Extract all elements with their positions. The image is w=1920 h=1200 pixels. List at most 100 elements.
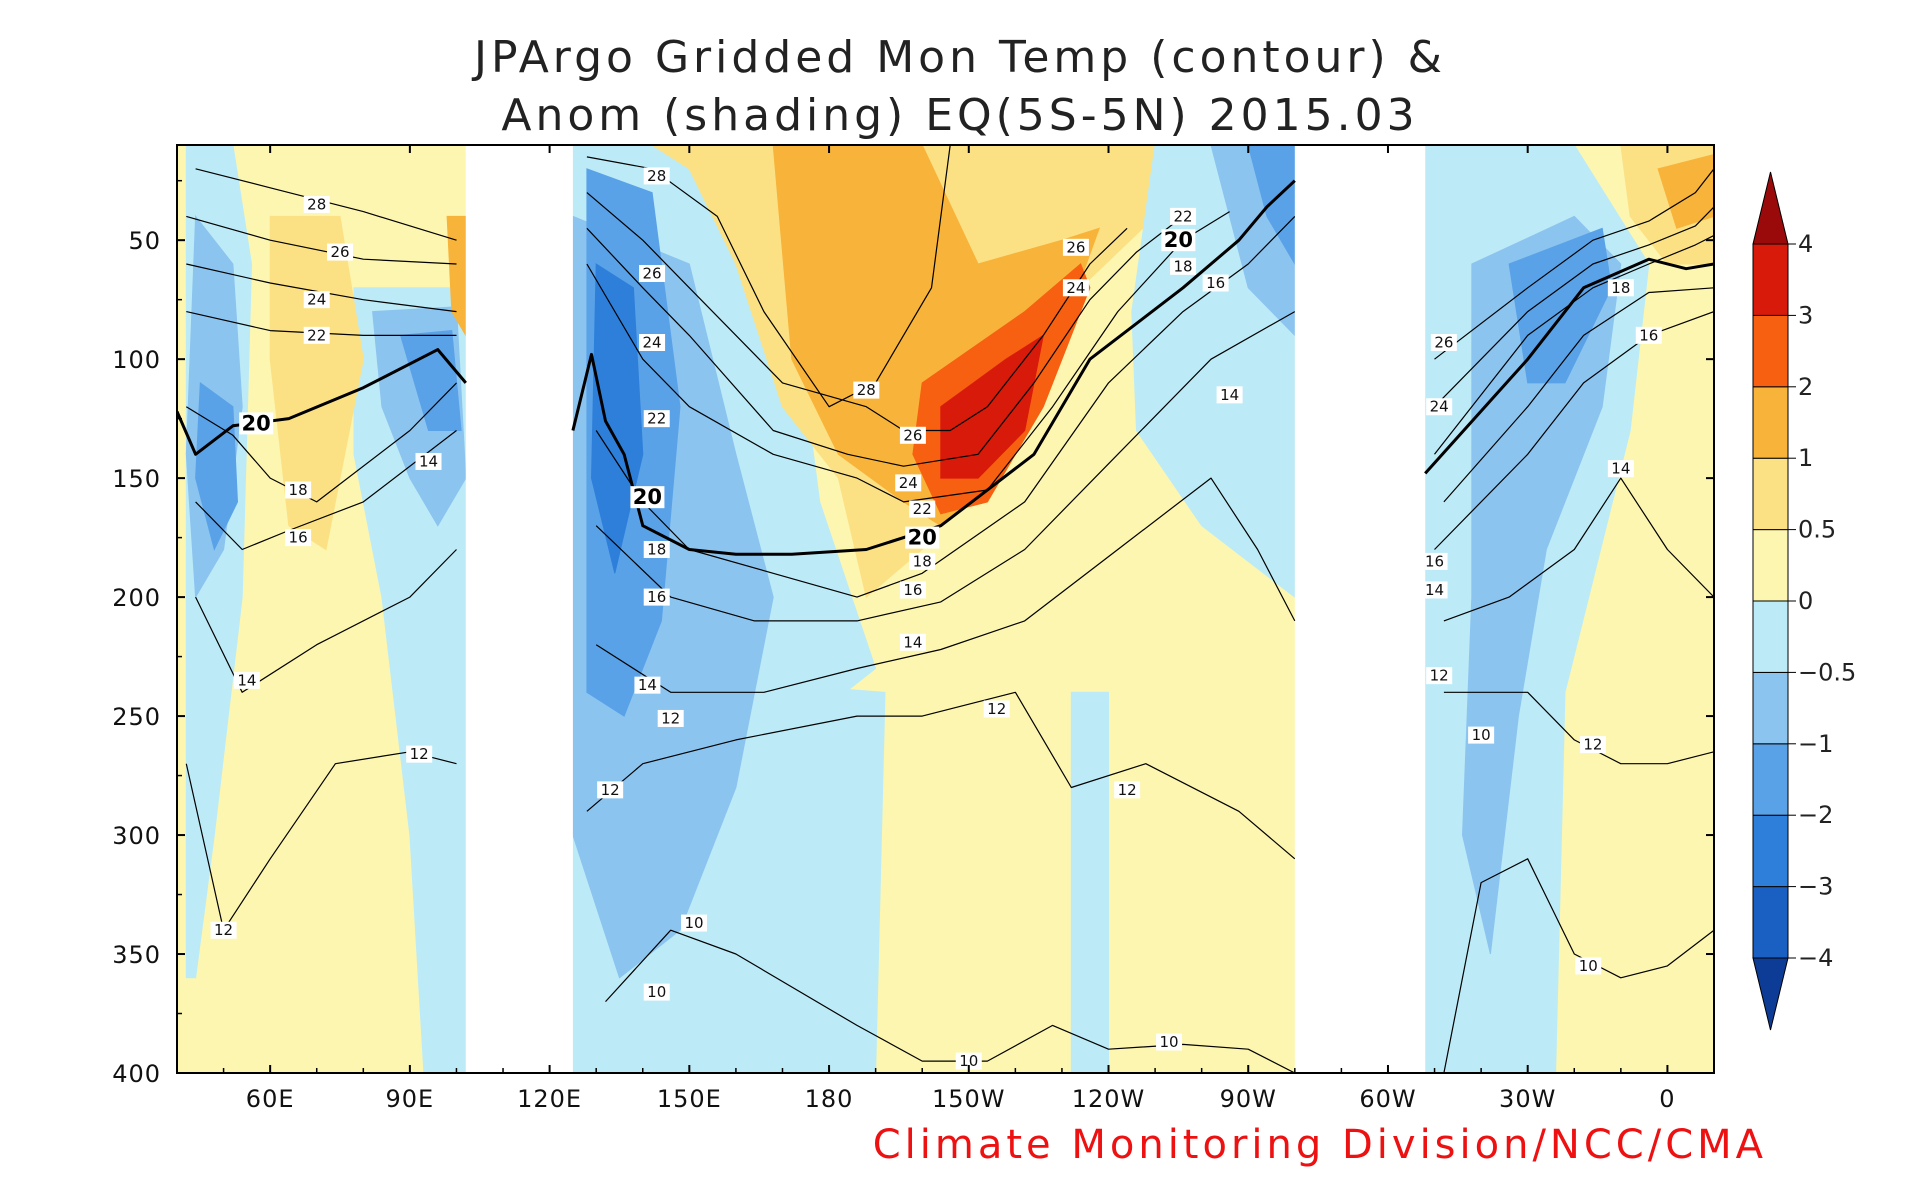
- contour-label-box: [597, 781, 624, 799]
- contour-label: 22: [307, 326, 326, 344]
- contour-line-12: [586, 691, 1296, 860]
- contour-label-box: [643, 983, 670, 1001]
- colorbar-swatch: [1752, 600, 1789, 673]
- colorbar-swatch: [1752, 457, 1789, 531]
- contour-label-box: [285, 529, 312, 547]
- contour-line-20: [571, 179, 1296, 556]
- colorbar-label: −1: [1798, 730, 1833, 758]
- x-tick-label: 60W: [1359, 1085, 1416, 1113]
- contour-label-box: [639, 264, 666, 282]
- contour-label-box: [1170, 207, 1197, 225]
- colorbar-label: 4: [1798, 230, 1813, 258]
- contour-label-box: [415, 452, 442, 470]
- colorbar-label: −2: [1798, 801, 1833, 829]
- contour-line-14: [595, 477, 1296, 693]
- contour-label-box: [895, 474, 922, 492]
- contour-label-box: [643, 410, 670, 428]
- contour-label-box: [406, 745, 433, 763]
- colorbar-swatch: [1752, 743, 1789, 816]
- colorbar-label: 0: [1798, 587, 1813, 615]
- contour-label: 18: [647, 541, 666, 559]
- contour-label-box: [303, 195, 330, 213]
- contour-label: 12: [214, 921, 233, 939]
- contour-label: 14: [237, 671, 256, 689]
- y-tick-label: 150: [112, 465, 161, 493]
- contour-label: 18: [1173, 257, 1192, 275]
- contour-label-box: [1114, 781, 1141, 799]
- colorbar-label: −0.5: [1798, 658, 1856, 686]
- contour-line-24: [586, 215, 1184, 467]
- x-tick-label: 0: [1659, 1085, 1675, 1113]
- contour-label-box: [983, 700, 1010, 718]
- contour-label: 28: [857, 381, 876, 399]
- contour-label: 12: [987, 700, 1006, 718]
- contour-label: 12: [601, 781, 620, 799]
- contour-label: 16: [903, 581, 922, 599]
- contour-label: 26: [330, 243, 349, 261]
- contour-label: 24: [643, 333, 662, 351]
- colorbar-swatch: [1752, 243, 1789, 316]
- contour-label-box: [853, 381, 880, 399]
- colorbar-extend-high: [1752, 171, 1789, 245]
- contour-label-box: [955, 1052, 982, 1070]
- colorbar-swatch: [1752, 314, 1789, 388]
- contour-line-16: [595, 311, 1296, 622]
- land-gap: [1294, 145, 1426, 1073]
- contour-label-box: [899, 633, 926, 651]
- contour-label: 24: [307, 291, 326, 309]
- y-tick-label: 200: [112, 584, 161, 612]
- x-tick-label: 150W: [932, 1085, 1006, 1113]
- contour-label-box: [1430, 333, 1457, 351]
- contour-label: 16: [289, 529, 308, 547]
- contour-label-box: [1635, 326, 1662, 344]
- x-tick-label: 180: [805, 1085, 854, 1113]
- contour-label: 18: [913, 552, 932, 570]
- x-tick-label: 30W: [1499, 1085, 1556, 1113]
- contour-label: 14: [903, 633, 922, 651]
- contour-label: 26: [643, 264, 662, 282]
- contour-label-box: [643, 541, 670, 559]
- contour-label: 12: [661, 709, 680, 727]
- contour-label-box: [634, 676, 661, 694]
- contour-label-box: [1156, 1033, 1183, 1051]
- contour-label-box: [303, 291, 330, 309]
- contour-label: 26: [1066, 238, 1085, 256]
- colorbar-label: 3: [1798, 301, 1813, 329]
- contour-label-box: [303, 326, 330, 344]
- contour-label: 16: [1206, 274, 1225, 292]
- x-tick-label: 120E: [517, 1085, 582, 1113]
- contour-label: 10: [1579, 957, 1598, 975]
- y-tick-label: 400: [112, 1060, 161, 1088]
- plot-frame: [176, 144, 1715, 1074]
- anomaly-region: [399, 330, 462, 431]
- contour-label: 28: [647, 167, 666, 185]
- contour-label: 12: [410, 745, 429, 763]
- contour-label-box: [1426, 667, 1453, 685]
- contour-line-14: [1443, 477, 1714, 622]
- land-gaps: [465, 145, 1426, 1073]
- contour-line-24: [1434, 206, 1714, 408]
- contour-label: 16: [1425, 552, 1444, 570]
- contour-label: 10: [647, 983, 666, 1001]
- contour-line-16: [1434, 311, 1714, 550]
- contour-label: 14: [419, 452, 438, 470]
- contour-label-box: [1421, 581, 1448, 599]
- x-axis: 60E 90E 120E 150E 180 150W 120W 90W 60W 30W 0: [222, 145, 1715, 1113]
- contour-label: 20: [908, 526, 937, 550]
- contour-line-26: [186, 215, 457, 265]
- x-tick-label: 90E: [386, 1085, 435, 1113]
- contour-label: 24: [1430, 398, 1449, 416]
- colorbar-label: −3: [1798, 873, 1833, 901]
- contour-label-box: [657, 709, 684, 727]
- contour-label: 18: [289, 481, 308, 499]
- contour-label-box: [327, 243, 354, 261]
- contour-label-box: [643, 588, 670, 606]
- contour-label: 16: [1639, 326, 1658, 344]
- contour-label-box: [233, 671, 260, 689]
- contour-label-box: [1161, 229, 1196, 252]
- contour-line-10: [605, 929, 1296, 1073]
- y-tick-label: 300: [112, 822, 161, 850]
- contour-label-box: [905, 526, 940, 549]
- colorbar-swatch: [1752, 671, 1789, 745]
- contour-label-box: [1062, 238, 1089, 256]
